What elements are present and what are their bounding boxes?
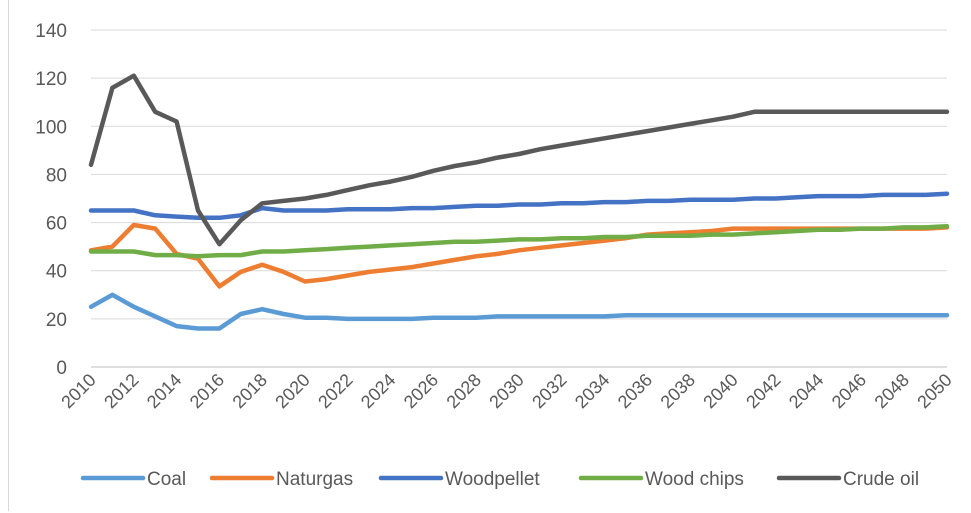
x-tick-label: 2012 bbox=[100, 370, 142, 412]
y-tick-label: 120 bbox=[35, 69, 67, 90]
legend-item-crude-oil: Crude oil bbox=[776, 469, 919, 490]
y-tick-label: 140 bbox=[35, 21, 67, 42]
x-tick-label: 2036 bbox=[614, 370, 656, 412]
legend-label: Coal bbox=[147, 469, 186, 490]
series-lines bbox=[88, 73, 950, 331]
x-tick-label: 2050 bbox=[913, 370, 955, 412]
x-tick-label: 2022 bbox=[314, 370, 356, 412]
x-tick-label: 2024 bbox=[357, 370, 399, 412]
series-line-crude-oil bbox=[88, 73, 950, 247]
x-tick-label: 2030 bbox=[485, 370, 527, 412]
legend-item-naturgas: Naturgas bbox=[209, 469, 353, 490]
x-tick-label: 2026 bbox=[400, 370, 442, 412]
x-axis-tick-labels: 2010 2012 2014 2016 2018 2020 2022 2024 2026 2028… bbox=[57, 370, 955, 412]
series-line-wood-chips bbox=[88, 223, 950, 259]
legend-item-coal: Coal bbox=[80, 469, 186, 490]
x-tick-label: 2014 bbox=[143, 370, 185, 412]
x-tick-label: 2028 bbox=[443, 370, 485, 412]
y-tick-label: 20 bbox=[46, 310, 67, 331]
x-tick-label: 2032 bbox=[528, 370, 570, 412]
legend-item-wood-chips: Wood chips bbox=[578, 469, 744, 490]
x-tick-label: 2042 bbox=[742, 370, 784, 412]
y-tick-label: 60 bbox=[46, 214, 67, 235]
series-line-woodpellet bbox=[88, 191, 950, 221]
legend-label: Crude oil bbox=[843, 469, 919, 490]
x-tick-label: 2040 bbox=[699, 370, 741, 412]
x-tick-label: 2044 bbox=[785, 370, 827, 412]
legend: Coal Naturgas Woodpellet Wood chips Crude oi… bbox=[80, 469, 919, 490]
x-tick-label: 2038 bbox=[657, 370, 699, 412]
x-tick-label: 2020 bbox=[271, 370, 313, 412]
x-tick-label: 2018 bbox=[229, 370, 271, 412]
legend-item-woodpellet: Woodpellet bbox=[378, 469, 540, 490]
y-tick-label: 0 bbox=[56, 358, 67, 379]
x-tick-label: 2016 bbox=[186, 370, 228, 412]
x-tick-label: 2046 bbox=[828, 370, 870, 412]
legend-label: Naturgas bbox=[276, 469, 353, 490]
y-tick-label: 40 bbox=[46, 262, 67, 283]
legend-label: Wood chips bbox=[645, 469, 744, 490]
x-tick-label: 2034 bbox=[571, 370, 613, 412]
y-tick-label: 80 bbox=[46, 165, 67, 186]
y-tick-label: 100 bbox=[35, 117, 67, 138]
chart-area: 0 20 40 60 80 100 120 140 2010 2012 2014 2016 2018 2… bbox=[8, 0, 970, 511]
x-tick-label: 2048 bbox=[871, 370, 913, 412]
y-axis-tick-labels: 0 20 40 60 80 100 120 140 bbox=[35, 21, 67, 379]
series-line-coal bbox=[88, 292, 950, 331]
legend-label: Woodpellet bbox=[445, 469, 540, 490]
